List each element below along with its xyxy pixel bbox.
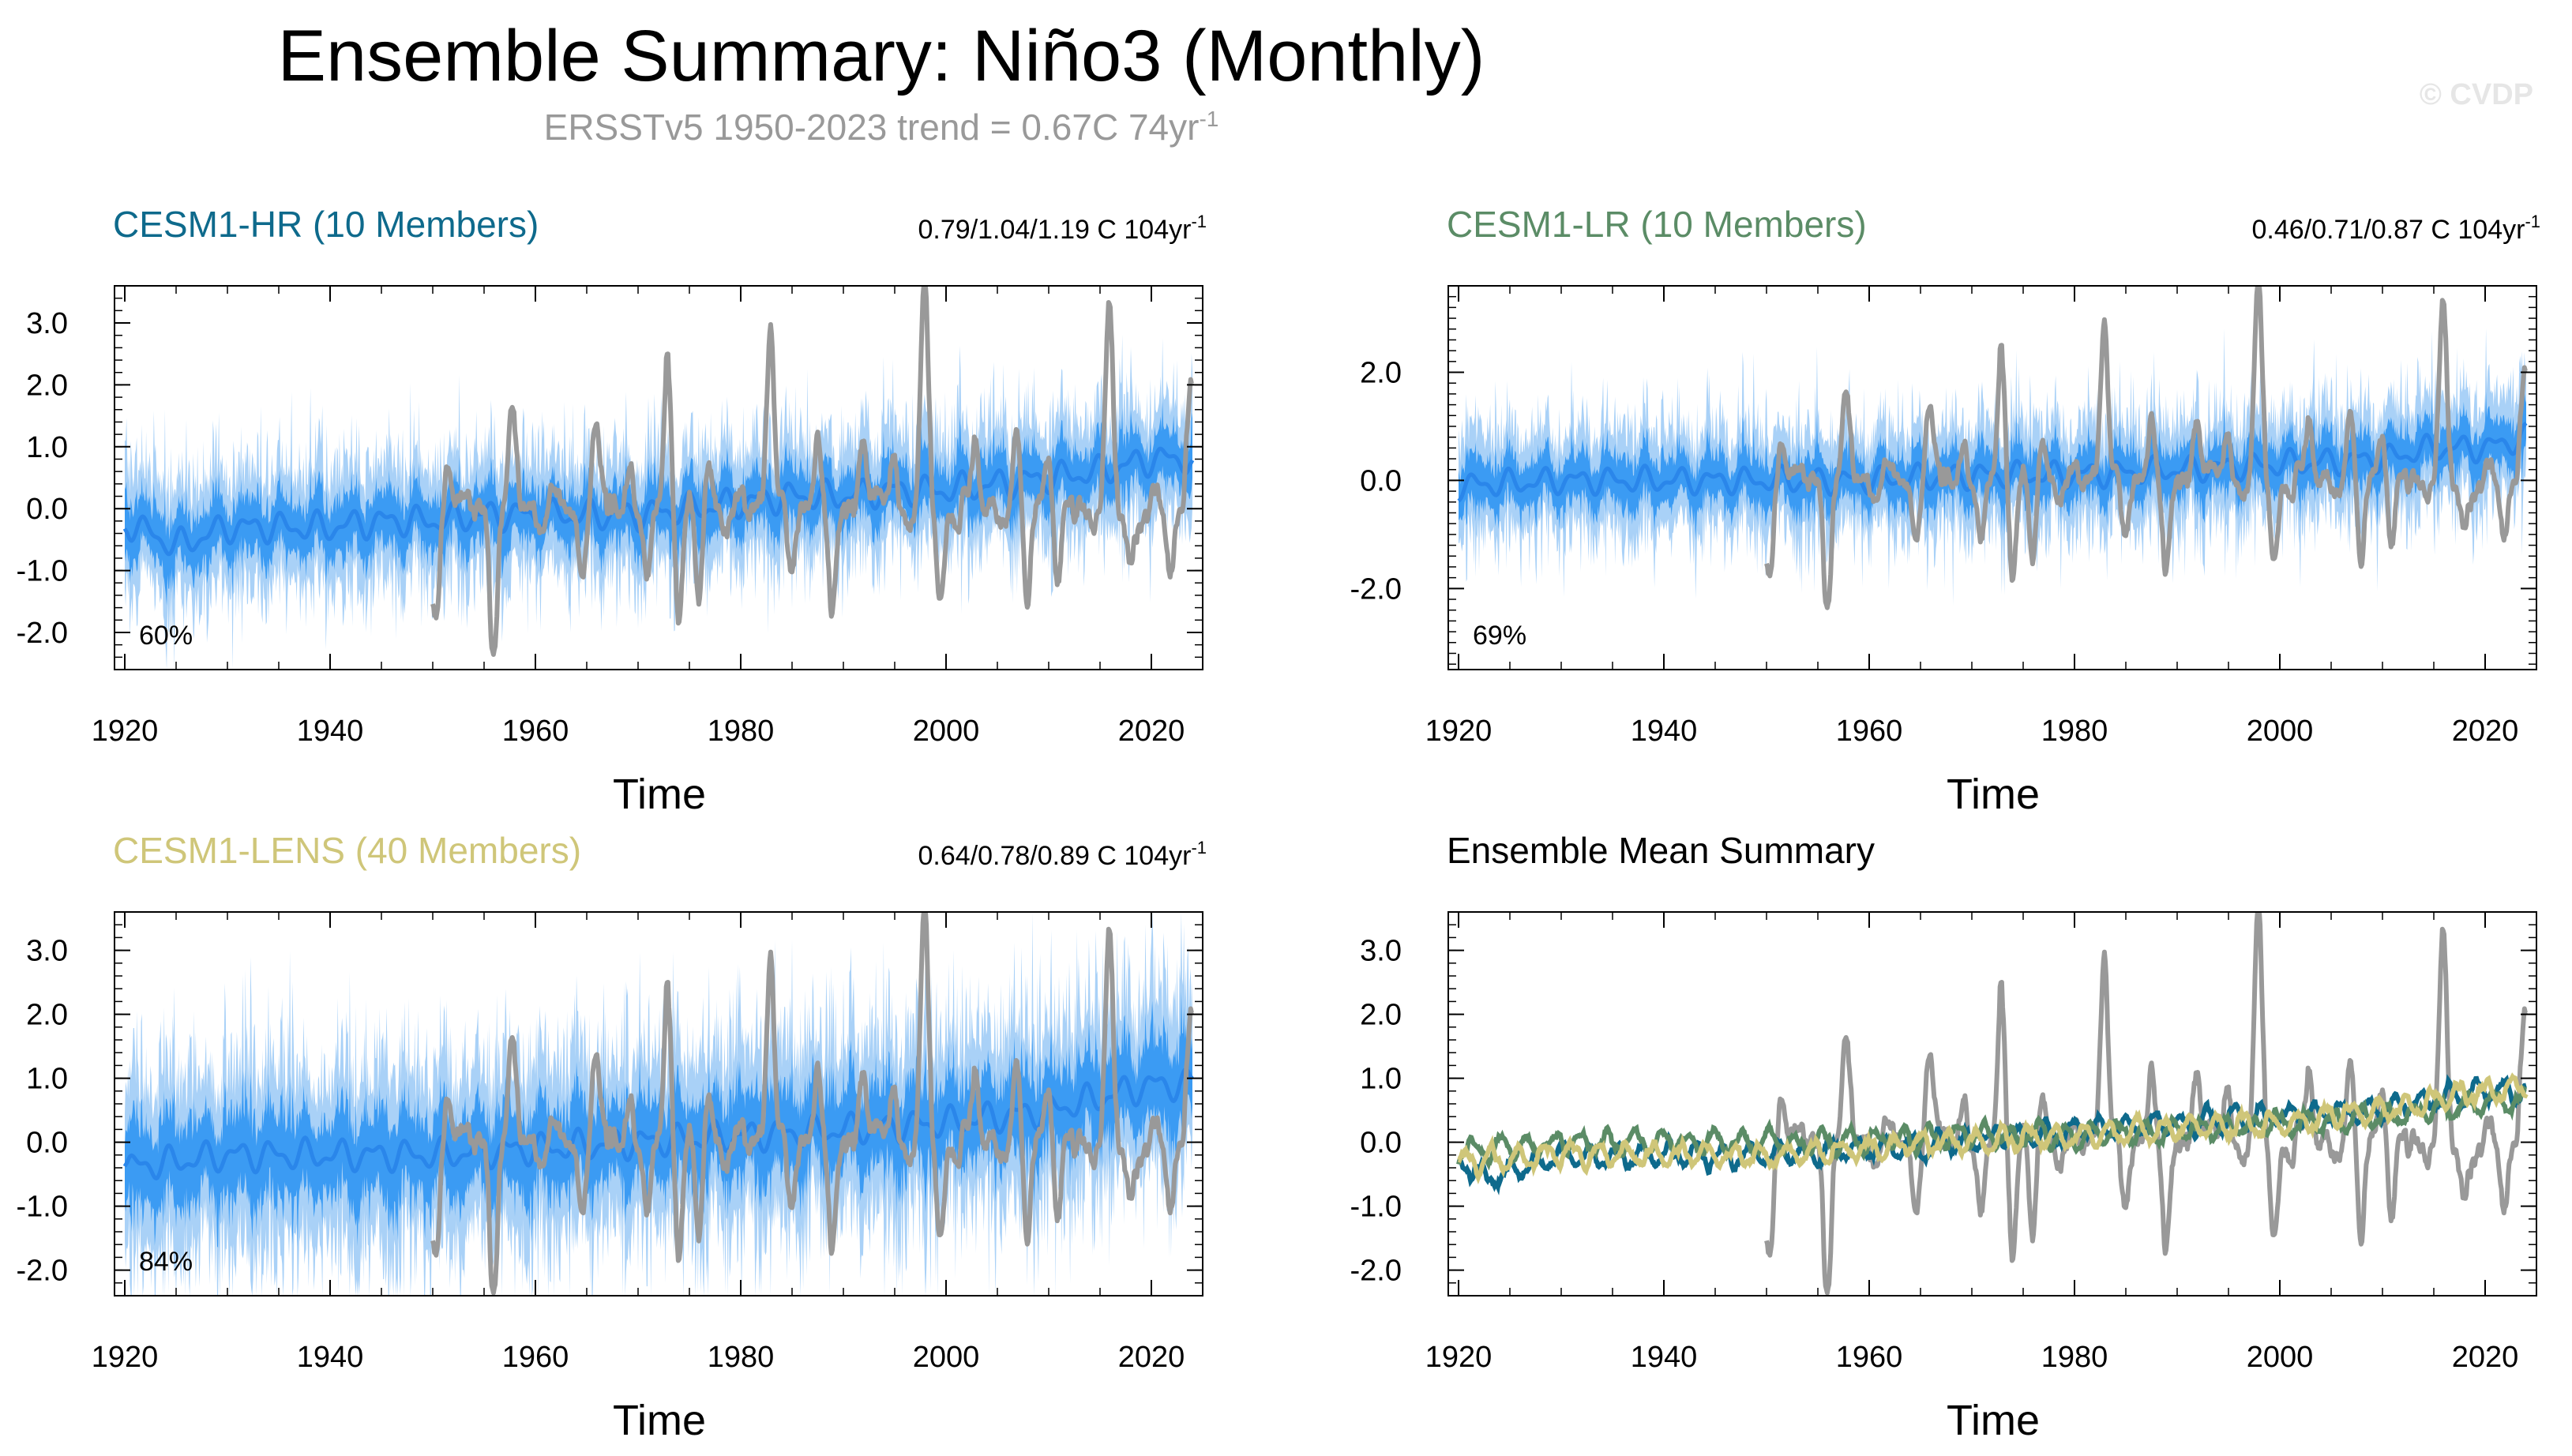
y-tick-label: 0.0: [1360, 464, 1402, 497]
x-tick-label: 2000: [2247, 1341, 2314, 1374]
x-axis-label: Time: [613, 771, 706, 818]
x-tick-label: 2020: [2452, 1341, 2519, 1374]
x-tick-label: 1920: [92, 715, 159, 748]
y-tick-label: 0.0: [26, 1127, 68, 1160]
trend-label: 0.46/0.71/0.87 C 104yr-1: [2252, 212, 2540, 245]
y-tick-label: 3.0: [1360, 935, 1402, 968]
panel-title: CESM1-LENS (40 Members): [113, 830, 581, 871]
x-tick-label: 1940: [297, 1341, 364, 1374]
observed-line: [1764, 912, 2529, 1296]
mean-line-cesm1-lr: [1456, 1085, 2528, 1171]
y-tick-label: 2.0: [26, 999, 68, 1032]
x-tick-label: 1960: [502, 1341, 569, 1374]
y-tick-label: 2.0: [1360, 999, 1402, 1032]
y-tick-label: -2.0: [17, 1255, 68, 1288]
x-tick-label: 1920: [1425, 1341, 1493, 1374]
y-tick-label: 3.0: [26, 307, 68, 340]
y-tick-label: -1.0: [17, 1191, 68, 1224]
subtitle-text: ERSSTv5 1950-2023 trend = 0.67C 74yr: [544, 107, 1200, 148]
plot-area: [1456, 912, 2529, 1296]
panel-2: 2.0 0.0 -2.0 1920 1940 1960 1980 2000 2020 Time CE…: [1350, 204, 2540, 818]
trend-superscript: -1: [1191, 838, 1207, 857]
mean-line-cesm1-lens: [1457, 1072, 2529, 1184]
y-tick-label: 2.0: [26, 369, 68, 402]
x-tick-label: 2000: [2247, 715, 2314, 748]
panel-title: Ensemble Mean Summary: [1447, 830, 1875, 871]
trend-label: 0.79/1.04/1.19 C 104yr-1: [918, 212, 1207, 245]
x-tick-label: 2020: [2452, 715, 2519, 748]
figure-subtitle: ERSSTv5 1950-2023 trend = 0.67C 74yr-1: [544, 107, 1219, 148]
y-tick-label: -2.0: [1350, 572, 1402, 606]
trend-superscript: -1: [1191, 212, 1207, 231]
x-tick-label: 1940: [1631, 715, 1698, 748]
x-tick-label: 1980: [708, 1341, 775, 1374]
plot-area: [122, 912, 1195, 1296]
observed-line: [430, 286, 1195, 657]
x-tick-label: 1960: [502, 715, 569, 748]
y-tick-label: 1.0: [26, 431, 68, 464]
y-tick-label: 3.0: [26, 935, 68, 968]
y-tick-label: 0.0: [1360, 1127, 1402, 1160]
figure-title: Ensemble Summary: Niño3 (Monthly): [278, 16, 1485, 96]
x-tick-label: 1940: [297, 715, 364, 748]
x-tick-label: 1960: [1836, 1341, 1903, 1374]
plot-area: [1457, 286, 2529, 610]
y-tick-label: 1.0: [1360, 1063, 1402, 1096]
x-tick-label: 1960: [1836, 715, 1903, 748]
x-tick-label: 1980: [708, 715, 775, 748]
y-tick-label: -1.0: [1350, 1191, 1402, 1224]
x-tick-label: 2020: [1118, 1341, 1185, 1374]
x-tick-label: 1980: [2041, 1341, 2108, 1374]
trend-text: 0.46/0.71/0.87 C 104yr: [2252, 215, 2525, 245]
x-tick-label: 2000: [913, 715, 980, 748]
panel-1: 3.0 2.0 1.0 0.0 -1.0 -2.0 1920 1940 1960 1980 2000…: [17, 204, 1207, 818]
x-axis-label: Time: [1947, 1397, 2040, 1444]
y-tick-label: -2.0: [1350, 1255, 1402, 1288]
x-axis-label: Time: [1947, 771, 2040, 818]
x-tick-label: 1920: [92, 1341, 159, 1374]
x-tick-label: 2000: [913, 1341, 980, 1374]
y-tick-label: -2.0: [17, 617, 68, 650]
observed-line: [1764, 286, 2529, 610]
plot-area: [122, 286, 1195, 670]
x-tick-label: 2020: [1118, 715, 1185, 748]
panel-title: CESM1-HR (10 Members): [113, 204, 539, 245]
percent-label: 84%: [139, 1247, 193, 1277]
percent-label: 69%: [1473, 621, 1526, 651]
panel-title: CESM1-LR (10 Members): [1447, 204, 1867, 245]
x-axis-label: Time: [613, 1397, 706, 1444]
cvdp-watermark: © CVDP: [2420, 78, 2533, 111]
trend-superscript: -1: [2525, 212, 2540, 231]
trend-text: 0.64/0.78/0.89 C 104yr: [918, 841, 1192, 871]
x-tick-label: 1980: [2041, 715, 2108, 748]
panels: 3.0 2.0 1.0 0.0 -1.0 -2.0 1920 1940 1960 1980 2000…: [17, 204, 2540, 1444]
panel-3: 3.0 2.0 1.0 0.0 -1.0 -2.0 1920 1940 1960 1980 2000…: [17, 830, 1207, 1444]
plot-frame: [1447, 285, 2537, 670]
x-tick-label: 1920: [1425, 715, 1493, 748]
y-tick-label: 2.0: [1360, 357, 1402, 390]
x-tick-label: 1940: [1631, 1341, 1698, 1374]
percent-label: 60%: [139, 621, 193, 651]
subtitle-superscript: -1: [1199, 107, 1218, 131]
y-tick-label: 1.0: [26, 1063, 68, 1096]
y-tick-label: -1.0: [17, 555, 68, 588]
trend-label: 0.64/0.78/0.89 C 104yr-1: [918, 838, 1207, 871]
panel-4: 3.0 2.0 1.0 0.0 -1.0 -2.0 1920 1940 1960 1980 2000…: [1350, 830, 2537, 1444]
plot-frame: [114, 285, 1203, 670]
observed-line: [430, 912, 1195, 1296]
trend-text: 0.79/1.04/1.19 C 104yr: [918, 215, 1192, 245]
y-tick-label: 0.0: [26, 493, 68, 526]
